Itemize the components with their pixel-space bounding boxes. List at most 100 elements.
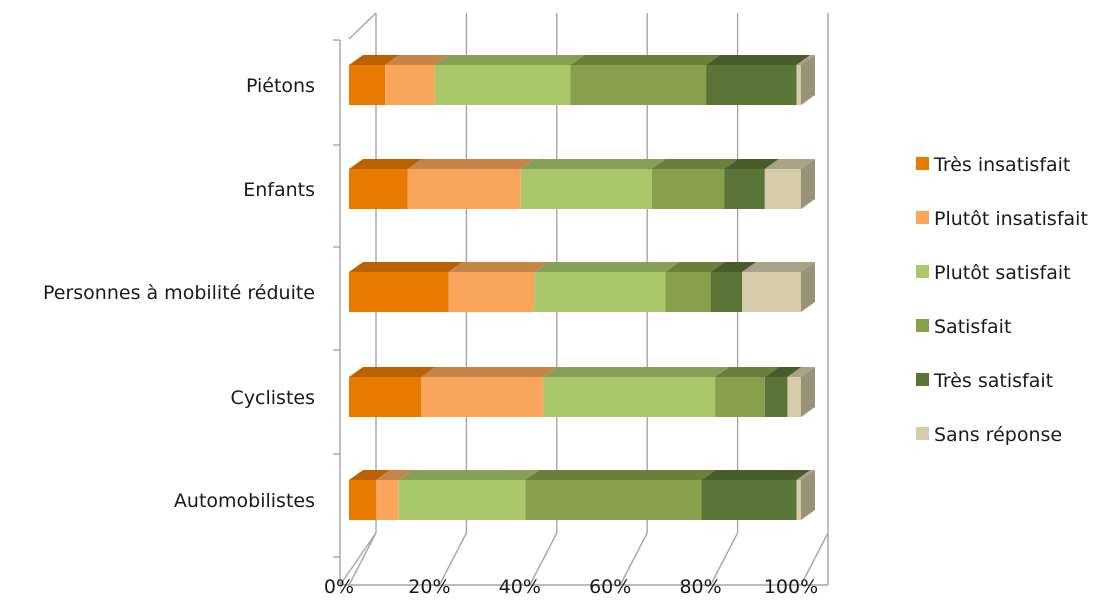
bar-top-tres-satisfait <box>724 159 779 169</box>
bar-top-tres-insatisfait <box>349 55 400 65</box>
category-label: Cyclistes <box>231 387 315 409</box>
bar-segment-satisfait <box>570 65 707 105</box>
legend-label: Très insatisfait <box>933 154 1070 176</box>
bar-side <box>801 262 815 312</box>
bar-segment-plutot-satisfait <box>434 65 571 105</box>
x-tick-label: 60% <box>589 576 631 598</box>
bar-top-tres-insatisfait <box>349 470 391 480</box>
bar-segment-plutot-satisfait <box>398 480 526 520</box>
x-tick-label: 80% <box>679 576 721 598</box>
bar-top-satisfait <box>715 367 779 377</box>
bar-segment-tres-insatisfait <box>349 480 377 520</box>
legend-swatch <box>916 319 929 332</box>
legend-swatch <box>916 211 929 224</box>
bar-segment-tres-satisfait <box>764 377 788 417</box>
bar-top-plutot-insatisfait <box>448 262 549 272</box>
bar-top-plutot-satisfait <box>398 470 540 480</box>
bar-top-tres-insatisfait <box>349 159 422 169</box>
bar-segment-sans-reponse <box>787 377 801 417</box>
bar-top-tres-insatisfait <box>349 262 463 272</box>
bar-top-plutot-satisfait <box>434 55 585 65</box>
x-tick-label: 40% <box>499 576 541 598</box>
floor-gridline <box>529 532 558 586</box>
bar-top-sans-reponse <box>796 55 815 65</box>
bar-row-personnes-a-mobilite-reduite <box>349 262 815 312</box>
wall-top-edge <box>348 12 377 40</box>
bar-segment-plutot-insatisfait <box>385 65 435 105</box>
legend-item-satisfait: Satisfait <box>916 316 1011 338</box>
bar-segment-sans-reponse <box>764 169 801 209</box>
bar-top-plutot-satisfait <box>534 262 680 272</box>
bar-side <box>801 159 815 209</box>
bar-segment-tres-satisfait <box>710 272 743 312</box>
bar-top-satisfait <box>570 55 721 65</box>
bar-top-plutot-satisfait <box>543 367 730 377</box>
bar-top-sans-reponse <box>764 159 815 169</box>
bar-segment-plutot-insatisfait <box>421 377 544 417</box>
bar-segment-sans-reponse <box>796 480 801 520</box>
bar-segment-tres-insatisfait <box>349 272 449 312</box>
bar-segment-tres-satisfait <box>724 169 765 209</box>
bar-layer <box>349 55 815 520</box>
floor-gridline <box>800 532 829 586</box>
bar-row-automobilistes <box>349 470 815 520</box>
bar-top-sans-reponse <box>742 262 815 272</box>
label-layer: Piétons Enfants Personnes à mobilité rédui… <box>43 75 818 598</box>
bar-top-tres-satisfait <box>710 262 757 272</box>
bar-row-pietons <box>349 55 815 105</box>
legend-label: Satisfait <box>934 316 1011 338</box>
bar-segment-tres-insatisfait <box>349 169 408 209</box>
bar-side <box>801 367 815 417</box>
bar-segment-sans-reponse <box>742 272 801 312</box>
bar-segment-plutot-satisfait <box>543 377 716 417</box>
x-tick-label: 100% <box>764 576 818 598</box>
legend-item-plutot-satisfait: Plutôt satisfait <box>916 262 1071 284</box>
legend-item-tres-insatisfait: Très insatisfait <box>916 154 1070 176</box>
legend-label: Très satisfait <box>933 370 1053 392</box>
bar-segment-plutot-satisfait <box>520 169 652 209</box>
category-label: Enfants <box>243 179 315 201</box>
bar-side <box>801 470 815 520</box>
bar-segment-satisfait <box>651 169 725 209</box>
floor-gridline <box>709 532 739 586</box>
bar-segment-tres-insatisfait <box>349 65 386 105</box>
bar-top-plutot-satisfait <box>520 159 666 169</box>
legend-item-plutot-insatisfait: Plutôt insatisfait <box>916 208 1088 230</box>
legend-swatch <box>916 265 929 278</box>
bar-top-plutot-insatisfait <box>385 55 449 65</box>
bar-segment-sans-reponse <box>796 65 801 105</box>
category-label: Piétons <box>246 75 315 97</box>
bar-top-plutot-insatisfait <box>407 159 535 169</box>
bar-side <box>801 55 815 105</box>
legend-label: Sans réponse <box>934 424 1062 446</box>
bar-segment-plutot-insatisfait <box>448 272 535 312</box>
bar-top-satisfait <box>525 470 716 480</box>
category-label: Automobilistes <box>174 490 315 512</box>
x-tick-label: 0% <box>324 576 354 598</box>
axis-layer <box>333 12 829 586</box>
bar-row-cyclistes <box>349 367 815 417</box>
bar-top-tres-satisfait <box>764 367 802 377</box>
bar-segment-tres-satisfait <box>701 480 797 520</box>
legend-swatch <box>916 373 929 386</box>
bar-segment-satisfait <box>665 272 711 312</box>
legend-label: Plutôt insatisfait <box>934 208 1088 230</box>
floor-gridline <box>438 532 468 586</box>
category-label: Personnes à mobilité réduite <box>43 282 315 304</box>
legend: Très insatisfait Plutôt insatisfait Plutôt… <box>916 154 1088 446</box>
bar-top-plutot-insatisfait <box>421 367 558 377</box>
bar-top-tres-satisfait <box>701 470 811 480</box>
bar-segment-tres-satisfait <box>706 65 797 105</box>
bar-segment-plutot-satisfait <box>534 272 666 312</box>
bar-top-sans-reponse <box>787 367 815 377</box>
bar-top-tres-satisfait <box>706 55 811 65</box>
legend-label: Plutôt satisfait <box>934 262 1071 284</box>
legend-swatch <box>916 427 929 440</box>
x-tick-label: 20% <box>408 576 450 598</box>
bar-segment-tres-insatisfait <box>349 377 422 417</box>
floor-left-edge <box>339 532 377 586</box>
bar-top-satisfait <box>665 262 725 272</box>
bar-row-enfants <box>349 159 815 209</box>
legend-item-tres-satisfait: Très satisfait <box>916 370 1053 392</box>
